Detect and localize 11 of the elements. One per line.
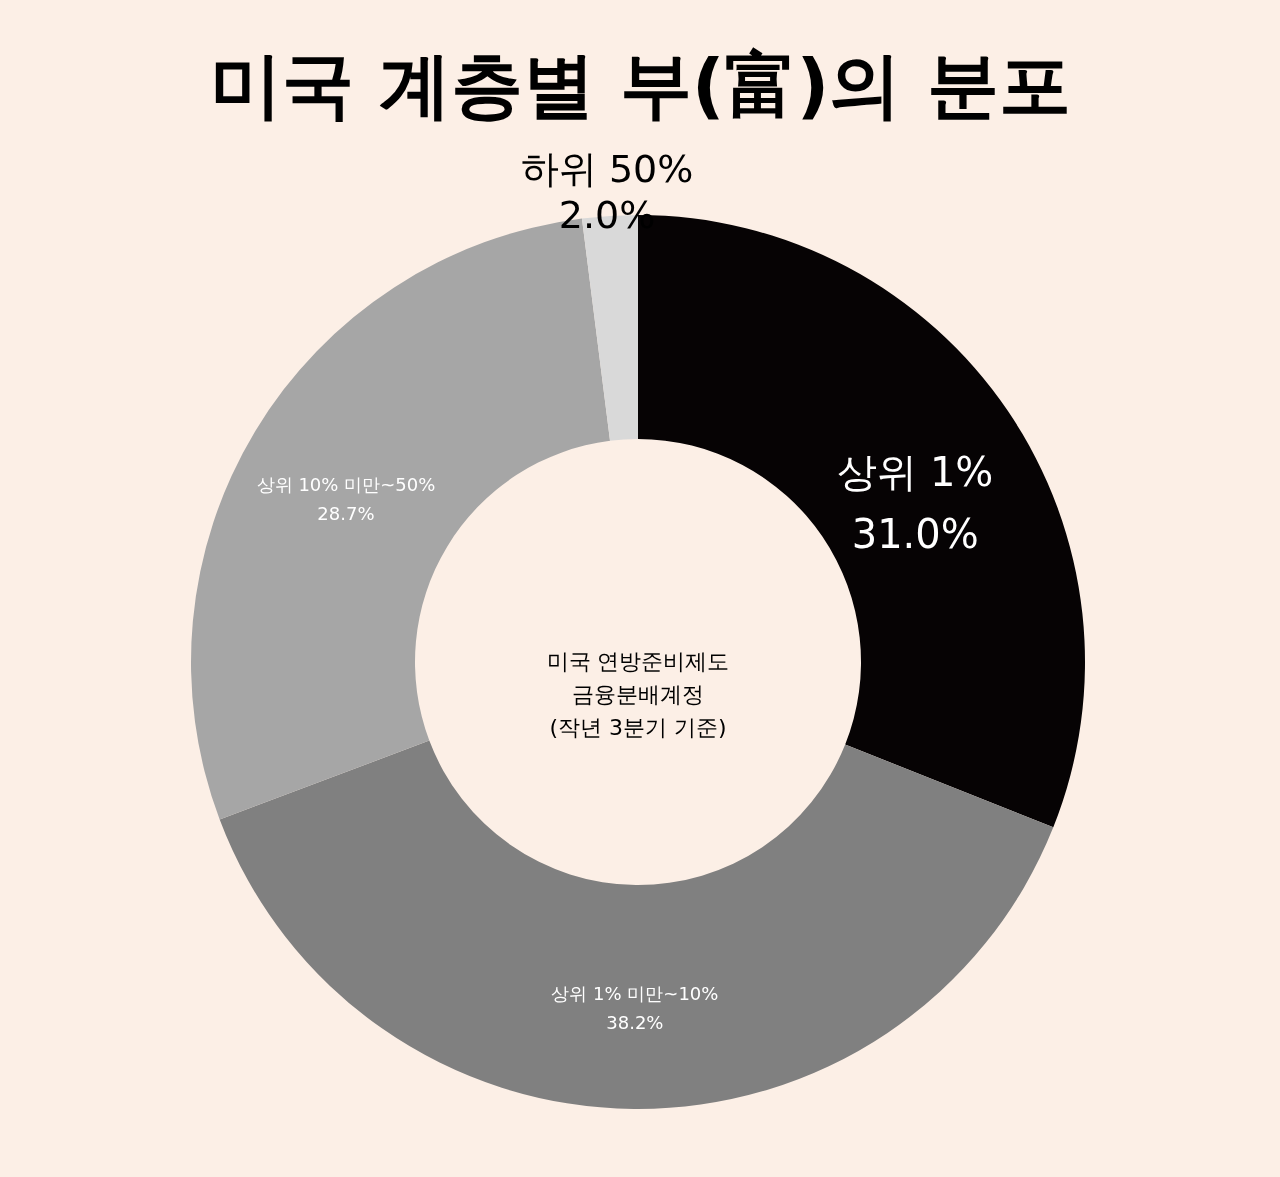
data-label: 38.2% — [606, 1011, 664, 1033]
slice-label: 하위 50% — [520, 146, 694, 191]
data-label: 31.0% — [851, 510, 979, 557]
donut-slice — [219, 740, 1054, 1109]
slice-label: 상위 1% 미만~10% — [551, 982, 719, 1004]
data-label: 28.7% — [317, 502, 375, 524]
chart-title: 미국 계층별 부(富)의 분포 — [209, 43, 1071, 127]
text: 미국 연방준비제도 금융분배계정 (작년 3분기 기준) — [546, 649, 730, 740]
slice-label: 상위 1% — [837, 448, 994, 495]
data-label: 2.0% — [558, 192, 656, 237]
slice-label: 상위 10% 미만~50% — [256, 473, 436, 495]
